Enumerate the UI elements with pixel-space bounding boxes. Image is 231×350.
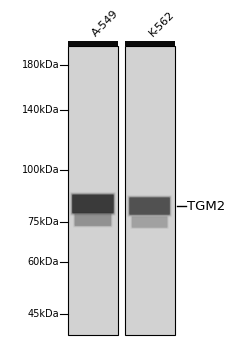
Bar <box>124 46 174 335</box>
FancyBboxPatch shape <box>72 194 113 214</box>
FancyBboxPatch shape <box>128 196 170 216</box>
Text: 75kDa: 75kDa <box>27 217 59 227</box>
FancyBboxPatch shape <box>128 197 170 215</box>
FancyBboxPatch shape <box>72 195 113 213</box>
FancyBboxPatch shape <box>74 214 111 226</box>
Text: 45kDa: 45kDa <box>27 309 59 319</box>
FancyBboxPatch shape <box>71 193 114 215</box>
Text: 180kDa: 180kDa <box>21 60 59 70</box>
FancyBboxPatch shape <box>74 213 111 226</box>
Bar <box>68 41 118 46</box>
FancyBboxPatch shape <box>129 197 169 215</box>
Text: TGM2: TGM2 <box>186 199 224 212</box>
FancyBboxPatch shape <box>129 197 169 215</box>
FancyBboxPatch shape <box>71 194 114 214</box>
Text: A-549: A-549 <box>90 9 120 39</box>
FancyBboxPatch shape <box>128 197 170 216</box>
Text: 140kDa: 140kDa <box>21 105 59 115</box>
Text: 60kDa: 60kDa <box>27 257 59 267</box>
Bar <box>68 46 118 335</box>
FancyBboxPatch shape <box>71 194 114 214</box>
FancyBboxPatch shape <box>131 217 167 228</box>
Text: 100kDa: 100kDa <box>21 166 59 175</box>
FancyBboxPatch shape <box>128 196 170 216</box>
Bar <box>124 41 174 46</box>
Text: K-562: K-562 <box>146 10 176 39</box>
FancyBboxPatch shape <box>71 194 114 214</box>
